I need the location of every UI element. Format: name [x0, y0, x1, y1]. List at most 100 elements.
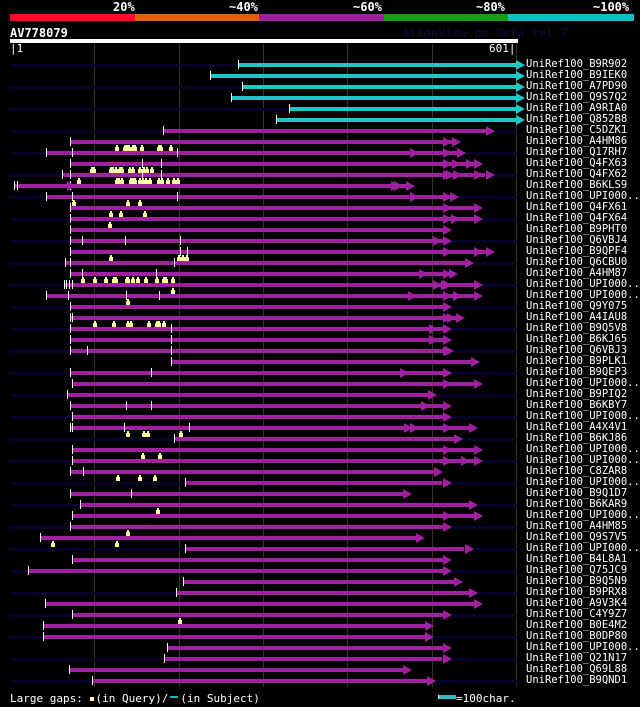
alignment-bar[interactable] [72, 459, 474, 463]
alignment-bar[interactable] [65, 261, 466, 265]
alignment-bar[interactable] [45, 602, 474, 606]
hit-label[interactable]: UniRef100_A4HM86 [526, 135, 628, 147]
alignment-bar[interactable] [28, 569, 443, 573]
hit-label[interactable]: UniRef100_Q69L88 [526, 663, 628, 675]
alignment-bar[interactable] [72, 382, 474, 386]
alignment-bar[interactable] [167, 646, 443, 650]
alignment-bar[interactable] [70, 239, 443, 243]
alignment-bar[interactable] [164, 657, 442, 661]
alignment-bar[interactable] [64, 283, 474, 287]
hit-label[interactable]: UniRef100_Q9S7Q2 [526, 91, 628, 103]
alignment-bar[interactable] [46, 294, 474, 298]
hit-label[interactable]: UniRef100_Q21N17 [526, 652, 628, 664]
hit-label[interactable]: UniRef100_B9QPF4 [526, 245, 628, 257]
hit-label[interactable]: UniRef100_Q6VBJ3 [526, 344, 628, 356]
alignment-bar[interactable] [70, 338, 443, 342]
alignment-bar[interactable] [70, 206, 474, 210]
alignment-bar[interactable] [72, 558, 443, 562]
hit-label[interactable]: UniRef100_A9V3K4 [526, 597, 628, 609]
hit-label[interactable]: UniRef100_UPI000.. [526, 542, 640, 554]
hit-label[interactable]: UniRef100_UPI000.. [526, 278, 640, 290]
hit-label[interactable]: UniRef100_A4X4V1 [526, 421, 628, 433]
hit-label[interactable]: UniRef100_B6KLS9 [526, 179, 628, 191]
alignment-bar[interactable] [238, 63, 516, 67]
alignment-bar[interactable] [70, 316, 456, 320]
hit-label[interactable]: UniRef100_B4L8A1 [526, 553, 628, 565]
hit-label[interactable]: UniRef100_B6KJ65 [526, 333, 628, 345]
alignment-bar[interactable] [72, 448, 474, 452]
hit-label[interactable]: UniRef100_B9PIQ2 [526, 388, 628, 400]
alignment-bar[interactable] [171, 360, 471, 364]
hit-label[interactable]: UniRef100_Q6VBJ4 [526, 234, 628, 246]
hit-label[interactable]: UniRef100_A4IAU8 [526, 311, 628, 323]
alignment-bar[interactable] [70, 250, 486, 254]
alignment-bar[interactable] [46, 195, 450, 199]
alignment-bar[interactable] [70, 217, 474, 221]
hit-label[interactable]: UniRef100_B9IEK0 [526, 69, 628, 81]
hit-label[interactable]: UniRef100_C5DZK1 [526, 124, 628, 136]
alignment-bar[interactable] [70, 140, 452, 144]
hit-label[interactable]: UniRef100_B9QND1 [526, 674, 628, 686]
hit-label[interactable]: UniRef100_Q852B8 [526, 113, 628, 125]
hit-label[interactable]: UniRef100_B9R902 [526, 58, 628, 70]
alignment-bar[interactable] [69, 668, 403, 672]
hit-label[interactable]: UniRef100_Q4FX62 [526, 168, 628, 180]
alignment-bar[interactable] [70, 349, 445, 353]
alignment-bar[interactable] [70, 404, 443, 408]
hit-label[interactable]: UniRef100_B9QEP3 [526, 366, 628, 378]
alignment-bar[interactable] [70, 327, 443, 331]
alignment-bar[interactable] [43, 635, 425, 639]
hit-label[interactable]: UniRef100_B6KAR9 [526, 498, 628, 510]
hit-label[interactable]: UniRef100_UPI000.. [526, 410, 640, 422]
alignment-bar[interactable] [185, 547, 464, 551]
alignment-bar[interactable] [14, 184, 406, 188]
hit-label[interactable]: UniRef100_B9Q5N9 [526, 575, 628, 587]
hit-label[interactable]: UniRef100_B9PHT0 [526, 223, 628, 235]
alignment-bar[interactable] [46, 151, 457, 155]
alignment-bar[interactable] [183, 580, 455, 584]
alignment-bar[interactable] [80, 503, 469, 507]
hit-label[interactable]: UniRef100_Q4FX63 [526, 157, 628, 169]
alignment-bar[interactable] [174, 437, 455, 441]
alignment-bar[interactable] [72, 613, 443, 617]
alignment-bar[interactable] [242, 85, 516, 89]
hit-label[interactable]: UniRef100_UPI000.. [526, 190, 640, 202]
alignment-bar[interactable] [62, 173, 485, 177]
alignment-bar[interactable] [40, 536, 416, 540]
hit-label[interactable]: UniRef100_Q6CBU0 [526, 256, 628, 268]
hit-label[interactable]: UniRef100_Q9S7V5 [526, 531, 628, 543]
hit-label[interactable]: UniRef100_UPI000.. [526, 289, 640, 301]
hit-label[interactable]: UniRef100_UPI000.. [526, 509, 640, 521]
hit-label[interactable]: UniRef100_C4Y9Z7 [526, 608, 628, 620]
alignment-bar[interactable] [43, 624, 425, 628]
alignment-bar[interactable] [92, 679, 428, 683]
hit-label[interactable]: UniRef100_A7PD90 [526, 80, 628, 92]
hit-label[interactable]: UniRef100_B9PRX8 [526, 586, 628, 598]
hit-label[interactable]: UniRef100_A4HM85 [526, 520, 628, 532]
alignment-bar[interactable] [276, 118, 516, 122]
hit-label[interactable]: UniRef100_A4HM87 [526, 267, 628, 279]
hit-label[interactable]: UniRef100_B6KBY7 [526, 399, 628, 411]
hit-label[interactable]: UniRef100_B9Q1D7 [526, 487, 628, 499]
alignment-bar[interactable] [70, 426, 469, 430]
hit-label[interactable]: UniRef100_UPI000.. [526, 377, 640, 389]
alignment-bar[interactable] [70, 305, 443, 309]
hit-label[interactable]: UniRef100_B0E4M2 [526, 619, 628, 631]
alignment-bar[interactable] [72, 514, 474, 518]
hit-label[interactable]: UniRef100_UPI000.. [526, 641, 640, 653]
hit-label[interactable]: UniRef100_B6KJ86 [526, 432, 628, 444]
alignment-bar[interactable] [163, 129, 487, 133]
alignment-bar[interactable] [210, 74, 516, 78]
hit-label[interactable]: UniRef100_B0DP80 [526, 630, 628, 642]
hit-label[interactable]: UniRef100_B9PLK1 [526, 355, 628, 367]
hit-label[interactable]: UniRef100_C8ZAR8 [526, 465, 628, 477]
hit-label[interactable]: UniRef100_Q17RH7 [526, 146, 628, 158]
alignment-bar[interactable] [70, 371, 443, 375]
alignment-bar[interactable] [70, 162, 474, 166]
hit-label[interactable]: UniRef100_UPI000.. [526, 443, 640, 455]
hit-label[interactable]: UniRef100_UPI000.. [526, 476, 640, 488]
alignment-bar[interactable] [70, 470, 434, 474]
alignment-bar[interactable] [231, 96, 516, 100]
hit-label[interactable]: UniRef100_B9Q5V8 [526, 322, 628, 334]
hit-label[interactable]: UniRef100_A9RIA0 [526, 102, 628, 114]
